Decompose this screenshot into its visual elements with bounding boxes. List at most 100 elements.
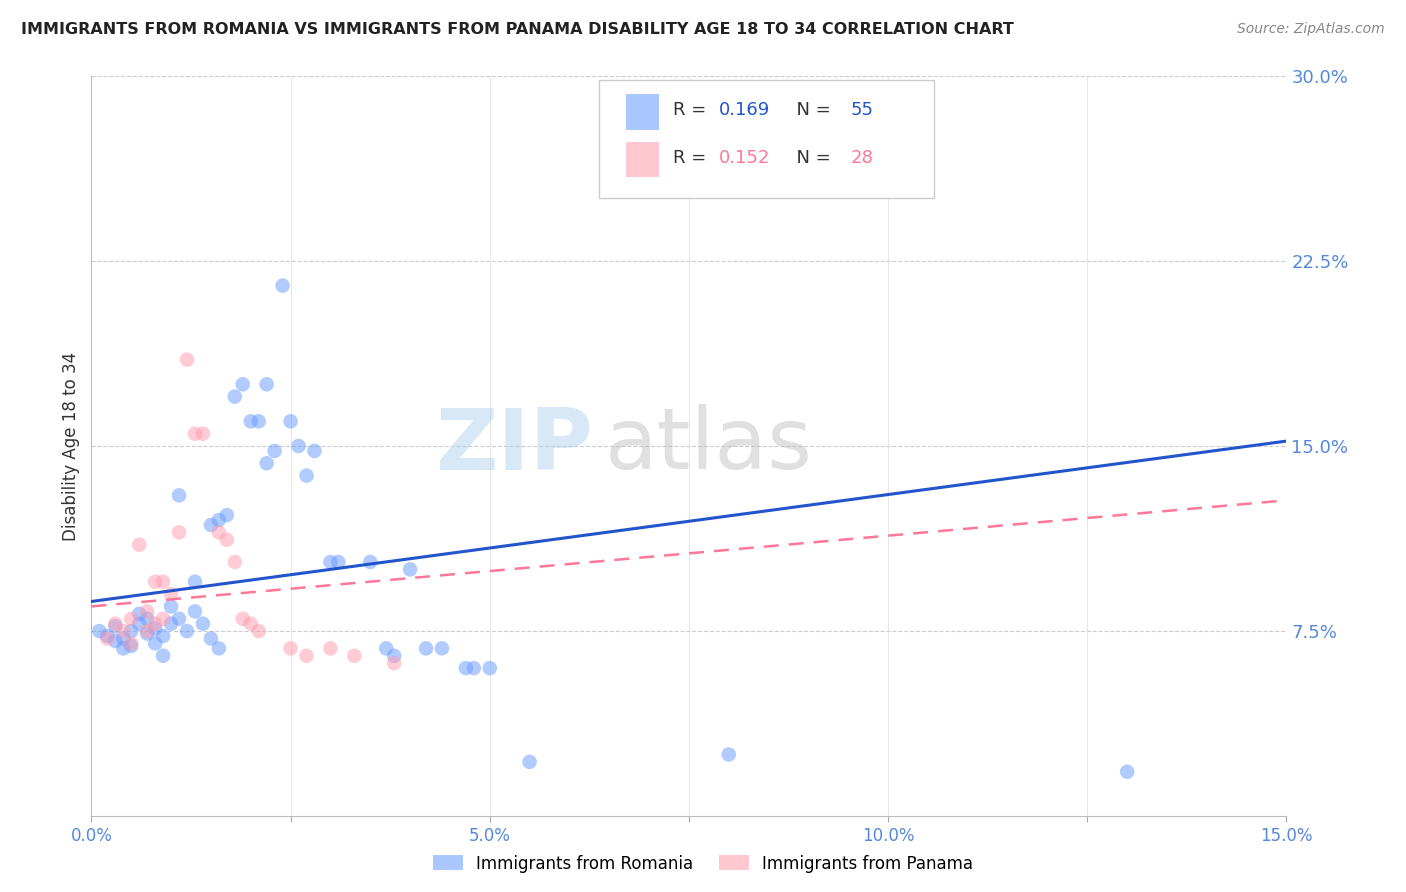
Point (232, 377, 254, 392)
Point (271, 278, 294, 293)
Point (128, 607, 150, 621)
Point (112, 632, 135, 646)
Text: 0.169: 0.169 (718, 102, 770, 120)
Point (128, 616, 150, 631)
Point (167, 525, 190, 540)
Point (478, 661, 501, 675)
Point (295, 468, 318, 483)
Point (143, 616, 166, 631)
Point (120, 624, 142, 639)
Point (239, 414, 262, 428)
Point (247, 624, 270, 639)
Point (359, 555, 381, 569)
Point (112, 624, 135, 639)
Point (191, 426, 214, 441)
Point (430, 641, 453, 656)
Text: N =: N = (785, 102, 837, 120)
Point (295, 648, 318, 663)
Point (104, 619, 127, 633)
Point (208, 641, 231, 656)
Point (319, 641, 342, 656)
Point (112, 641, 135, 656)
Point (232, 612, 254, 626)
Point (120, 636, 142, 650)
Point (136, 612, 159, 626)
Point (104, 616, 127, 631)
Text: R =: R = (673, 102, 713, 120)
Point (120, 639, 142, 653)
Point (191, 616, 214, 631)
Point (256, 456, 278, 470)
Point (328, 555, 350, 569)
Point (454, 661, 477, 675)
Point (375, 641, 398, 656)
Point (208, 525, 231, 540)
Point (136, 604, 159, 618)
Point (415, 641, 437, 656)
Point (128, 538, 150, 552)
Point (143, 622, 166, 636)
Point (104, 634, 127, 648)
Point (519, 755, 541, 769)
Point (239, 616, 262, 631)
Point (463, 661, 485, 675)
Point (1116, 764, 1139, 779)
Point (167, 488, 190, 502)
Point (184, 426, 207, 441)
Point (304, 444, 326, 458)
Point (143, 574, 166, 589)
Point (176, 624, 198, 639)
Text: IMMIGRANTS FROM ROMANIA VS IMMIGRANTS FROM PANAMA DISABILITY AGE 18 TO 34 CORREL: IMMIGRANTS FROM ROMANIA VS IMMIGRANTS FR… (21, 22, 1014, 37)
Legend: Immigrants from Romania, Immigrants from Panama: Immigrants from Romania, Immigrants from… (426, 848, 980, 880)
Point (215, 533, 238, 547)
Point (184, 604, 207, 618)
Point (96, 632, 118, 646)
FancyBboxPatch shape (599, 79, 934, 198)
Text: ZIP: ZIP (436, 404, 593, 488)
Point (136, 624, 159, 639)
Point (382, 648, 405, 663)
Point (96, 629, 118, 643)
Point (200, 518, 222, 533)
Point (200, 632, 222, 646)
Text: atlas: atlas (605, 404, 813, 488)
Point (247, 414, 270, 428)
Point (280, 414, 302, 428)
Point (160, 587, 183, 601)
Text: R =: R = (673, 149, 713, 167)
Point (208, 513, 231, 527)
Point (176, 352, 198, 367)
Point (120, 612, 142, 626)
Point (256, 377, 278, 392)
Point (263, 444, 285, 458)
Point (280, 641, 302, 656)
Point (167, 612, 190, 626)
Y-axis label: Disability Age 18 to 34: Disability Age 18 to 34 (62, 351, 80, 541)
FancyBboxPatch shape (626, 142, 659, 178)
Point (224, 555, 246, 569)
Point (319, 555, 342, 569)
Point (717, 747, 740, 762)
Text: 0.152: 0.152 (718, 149, 770, 167)
Point (152, 612, 174, 626)
Point (184, 574, 207, 589)
Text: 55: 55 (851, 102, 873, 120)
Point (136, 626, 159, 640)
Point (160, 599, 183, 614)
Point (152, 648, 174, 663)
Point (152, 574, 174, 589)
Point (89, 624, 111, 639)
Text: Source: ZipAtlas.com: Source: ZipAtlas.com (1237, 22, 1385, 37)
Text: N =: N = (785, 149, 837, 167)
Point (399, 562, 422, 576)
Text: 28: 28 (851, 149, 873, 167)
Point (382, 656, 405, 670)
Point (287, 439, 309, 453)
Point (160, 616, 183, 631)
Point (215, 508, 238, 522)
Point (143, 636, 166, 650)
Point (152, 629, 174, 643)
FancyBboxPatch shape (626, 95, 659, 130)
Point (224, 390, 246, 404)
Point (343, 648, 366, 663)
